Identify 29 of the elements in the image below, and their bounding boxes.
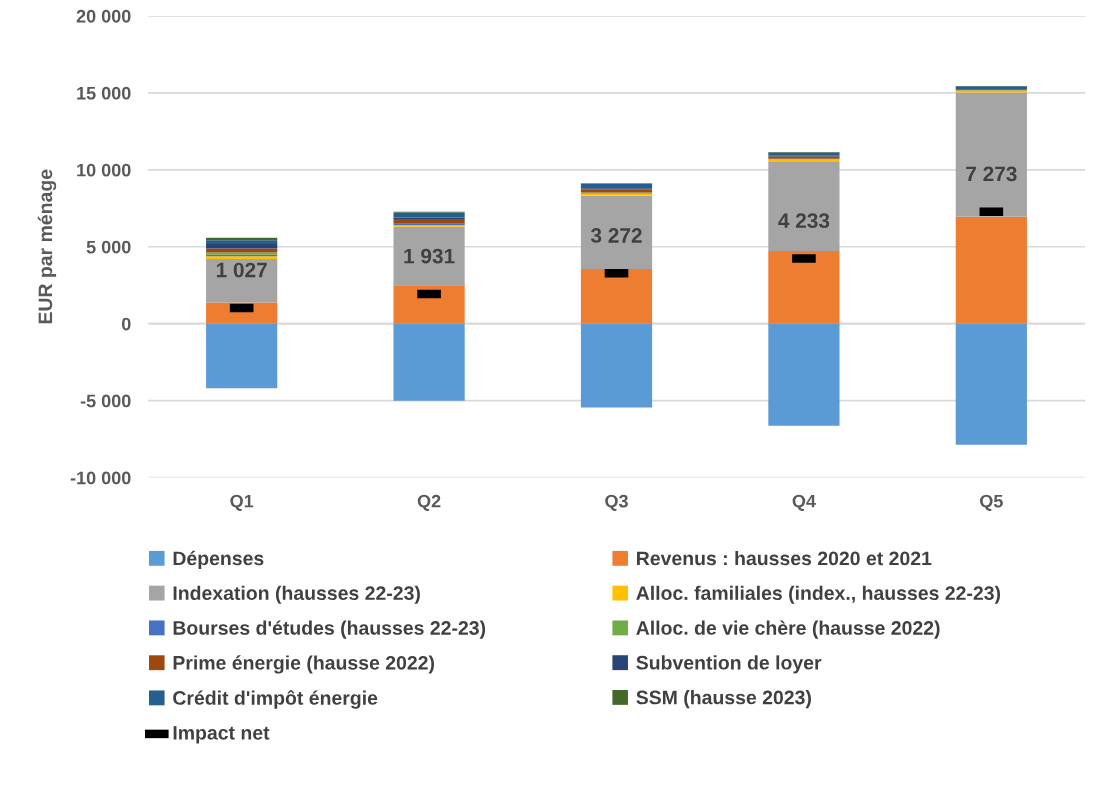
y-axis-title: EUR par ménage — [37, 169, 57, 324]
legend-label: Alloc. familiales (index., hausses 22-23) — [636, 585, 1001, 604]
data-label: 1 931 — [404, 248, 455, 264]
x-tick-label: Q2 — [417, 494, 441, 511]
legend-label: Revenus : hausses 2020 et 2021 — [637, 550, 932, 566]
y-tick-label: -10 000 — [70, 471, 131, 485]
data-label: 4 233 — [778, 213, 830, 229]
y-tick-label: 5 000 — [86, 240, 131, 254]
y-tick-label: 10 000 — [77, 163, 131, 177]
legend-label: Alloc. de vie chère (hausse 2022) — [636, 620, 940, 639]
data-label: 3 272 — [590, 228, 642, 243]
data-label: 1 027 — [216, 262, 267, 278]
y-tick-label: -5 000 — [80, 394, 131, 408]
x-tick-label: Q1 — [230, 494, 254, 511]
legend-label: Crédit d'impôt énergie — [173, 690, 378, 709]
x-tick-label: Q4 — [792, 494, 816, 511]
y-tick-label: 15 000 — [77, 86, 131, 100]
x-tick-label: Q5 — [980, 494, 1003, 511]
legend-label: Bourses d'études (hausses 22-23) — [173, 620, 486, 639]
legend-label: Indexation (hausses 22-23) — [173, 585, 420, 604]
legend-label: SSM (hausse 2023) — [636, 690, 811, 709]
x-tick-label: Q3 — [605, 494, 628, 511]
legend-label: Impact net — [173, 726, 270, 744]
legend-label: Subvention de loyer — [636, 655, 822, 674]
y-tick-label: 20 000 — [76, 9, 131, 23]
legend-label: Prime énergie (hausse 2022) — [173, 655, 435, 674]
legend-label: Dépenses — [173, 550, 264, 570]
data-label: 7 273 — [966, 166, 1017, 182]
y-tick-label: 0 — [121, 317, 131, 331]
